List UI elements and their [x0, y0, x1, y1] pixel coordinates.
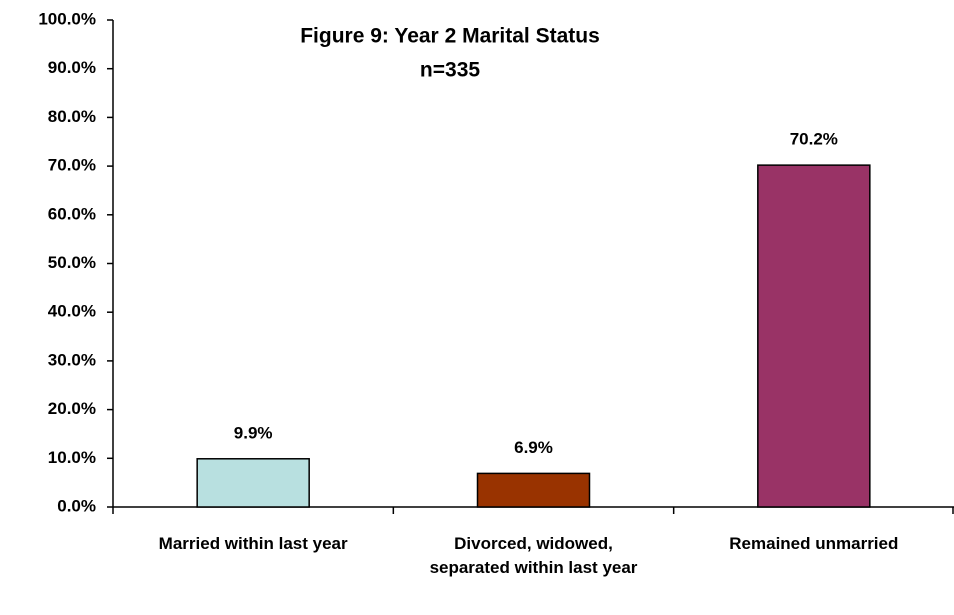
- data-label: 70.2%: [790, 130, 838, 149]
- y-tick-label: 60.0%: [48, 204, 96, 223]
- y-tick-label: 0.0%: [57, 496, 96, 515]
- y-tick-label: 70.0%: [48, 156, 96, 175]
- data-label: 6.9%: [514, 438, 553, 457]
- y-tick-label: 30.0%: [48, 350, 96, 369]
- y-tick-label: 40.0%: [48, 302, 96, 321]
- bar: [196, 458, 310, 508]
- chart-title: Figure 9: Year 2 Marital Status: [300, 25, 600, 48]
- x-tick-label: Married within last year: [158, 534, 348, 553]
- y-tick-label: 10.0%: [48, 448, 96, 467]
- y-tick-label: 50.0%: [48, 253, 96, 272]
- data-label: 9.9%: [234, 423, 273, 442]
- x-tick-label: Remained unmarried: [729, 534, 899, 553]
- y-tick-label: 80.0%: [48, 107, 96, 126]
- y-tick-label: 20.0%: [48, 399, 96, 418]
- y-tick-label: 100.0%: [38, 9, 96, 28]
- bar: [476, 472, 591, 508]
- y-tick-label: 90.0%: [48, 58, 96, 77]
- bar: [757, 164, 871, 508]
- chart-subtitle: n=335: [420, 59, 480, 82]
- x-tick-label: Divorced, widowed, separated within last…: [429, 534, 638, 577]
